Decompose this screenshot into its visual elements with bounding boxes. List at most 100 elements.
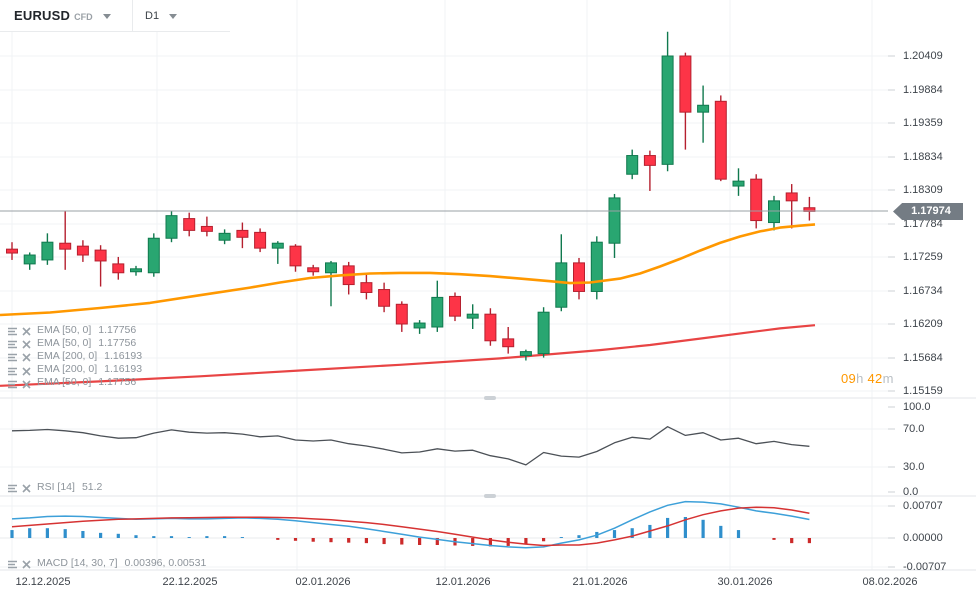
time-axis-label: 08.02.2026 bbox=[862, 576, 918, 588]
time-axis-label: 22.12.2025 bbox=[162, 576, 218, 588]
macd-axis-label: 0.00707 bbox=[903, 500, 943, 512]
candle-body bbox=[519, 351, 532, 357]
indicator-close-icon[interactable] bbox=[21, 364, 32, 376]
indicator-legend-ema-3: EMA [200, 0] 1.16193 bbox=[7, 349, 142, 362]
candle-body bbox=[679, 55, 692, 113]
price-axis-label: 1.15684 bbox=[903, 352, 943, 364]
indicator-label: EMA [50, 0] bbox=[37, 323, 92, 336]
time-axis-label: 02.01.2026 bbox=[295, 576, 351, 588]
macd-axis-label: 0.00000 bbox=[903, 532, 943, 544]
ema50-line[interactable] bbox=[0, 223, 816, 317]
indicator-close-icon[interactable] bbox=[21, 557, 32, 569]
indicator-settings-icon[interactable] bbox=[7, 364, 18, 375]
candle-body bbox=[165, 215, 178, 239]
indicator-settings-icon[interactable] bbox=[7, 324, 18, 336]
candle-body bbox=[183, 218, 196, 231]
candle-body bbox=[413, 322, 426, 329]
price-axis-label: 1.16734 bbox=[903, 285, 943, 297]
candle-body bbox=[218, 232, 231, 241]
candle-body bbox=[502, 338, 515, 348]
candle-body bbox=[289, 245, 302, 267]
chevron-down-icon bbox=[169, 14, 178, 19]
macd-signal-line[interactable] bbox=[11, 506, 810, 547]
price-axis-label: 1.17784 bbox=[903, 218, 943, 230]
indicator-label: MACD [14, 30, 7] bbox=[37, 556, 118, 569]
indicator-legend-macd: MACD [14, 30, 7] 0.00396, 0.00531 bbox=[7, 556, 206, 569]
price-axis-label: 1.19884 bbox=[903, 84, 943, 96]
candle-body bbox=[697, 104, 710, 113]
candle-body bbox=[41, 241, 54, 261]
candle-body bbox=[76, 245, 89, 256]
pane-separators[interactable] bbox=[0, 396, 976, 571]
candle-body bbox=[732, 180, 745, 187]
indicator-settings-icon[interactable] bbox=[7, 337, 18, 349]
candle-body bbox=[750, 178, 763, 222]
candle-body bbox=[236, 229, 249, 238]
candle-body bbox=[360, 282, 373, 293]
indicator-value: 1.16193 bbox=[104, 363, 143, 376]
indicator-close-icon[interactable] bbox=[21, 481, 32, 493]
symbol-name: EURUSD bbox=[14, 8, 71, 23]
candle-body bbox=[768, 200, 780, 224]
candle-body bbox=[537, 311, 550, 355]
indicator-value: 1.17756 bbox=[98, 336, 137, 349]
indicator-settings-icon[interactable] bbox=[7, 481, 18, 493]
candle-body bbox=[325, 262, 337, 274]
candle-body bbox=[94, 249, 107, 262]
indicator-legend-ema-5: EMA [50, 0] 1.17756 bbox=[7, 376, 136, 389]
candle-body bbox=[449, 295, 461, 317]
rsi-axis-label: 0.0 bbox=[903, 486, 919, 498]
indicator-value: 0.00396, 0.00531 bbox=[124, 556, 207, 569]
candle-body bbox=[661, 55, 674, 165]
indicator-label: EMA [200, 0] bbox=[37, 349, 98, 362]
indicator-legend-ema-4: EMA [200, 0] 1.16193 bbox=[7, 363, 142, 376]
indicator-label: RSI [14] bbox=[37, 480, 75, 493]
candle-body bbox=[147, 237, 160, 274]
axis-ticks bbox=[888, 55, 895, 568]
rsi-line[interactable] bbox=[11, 426, 810, 466]
indicator-settings-icon[interactable] bbox=[7, 350, 18, 362]
gridlines bbox=[0, 0, 888, 570]
candle-body bbox=[130, 268, 142, 273]
time-axis-label: 21.01.2026 bbox=[572, 576, 628, 588]
candle-body bbox=[59, 242, 72, 250]
indicator-close-icon[interactable] bbox=[21, 337, 32, 349]
candles-series[interactable] bbox=[6, 31, 816, 361]
indicator-close-icon[interactable] bbox=[21, 324, 32, 336]
candle-body bbox=[395, 303, 408, 325]
rsi-axis-label: 30.0 bbox=[903, 461, 925, 473]
indicator-value: 1.17756 bbox=[98, 376, 137, 389]
symbol-toolbar: EURUSD CFD D1 bbox=[0, 0, 230, 32]
timeframe-selector[interactable]: D1 bbox=[132, 0, 230, 31]
price-axis-label: 1.18309 bbox=[903, 184, 943, 196]
macd-line[interactable] bbox=[11, 500, 810, 549]
indicator-settings-icon[interactable] bbox=[7, 377, 18, 389]
indicator-label: EMA [50, 0] bbox=[37, 376, 92, 389]
ema200-line[interactable] bbox=[0, 324, 816, 387]
rsi-axis-label: 70.0 bbox=[903, 423, 925, 435]
bar-close-countdown: 09h 42m bbox=[841, 371, 894, 386]
candle-body bbox=[555, 262, 568, 308]
indicator-close-icon[interactable] bbox=[21, 377, 32, 389]
candle-body bbox=[626, 155, 639, 175]
indicator-label: EMA [50, 0] bbox=[37, 336, 92, 349]
indicator-label: EMA [200, 0] bbox=[37, 363, 98, 376]
candle-body bbox=[608, 197, 621, 244]
symbol-selector[interactable]: EURUSD CFD bbox=[0, 0, 132, 31]
time-axis-label: 30.01.2026 bbox=[717, 576, 773, 588]
indicator-settings-icon[interactable] bbox=[7, 557, 18, 569]
candle-body bbox=[271, 242, 284, 249]
indicator-legend-ema-1: EMA [50, 0] 1.17756 bbox=[7, 323, 136, 336]
pane-resize-handle bbox=[484, 396, 496, 400]
current-price-badge: 1.17974 bbox=[893, 203, 963, 220]
countdown-hours-unit: h bbox=[856, 371, 864, 386]
macd-histogram bbox=[10, 516, 811, 547]
pane-resize-handle bbox=[484, 494, 496, 498]
indicator-close-icon[interactable] bbox=[21, 350, 32, 362]
rsi-axis-label: 100.0 bbox=[903, 401, 931, 413]
candle-body bbox=[466, 313, 479, 319]
price-axis-label: 1.16209 bbox=[903, 318, 943, 330]
candle-body bbox=[573, 262, 585, 292]
